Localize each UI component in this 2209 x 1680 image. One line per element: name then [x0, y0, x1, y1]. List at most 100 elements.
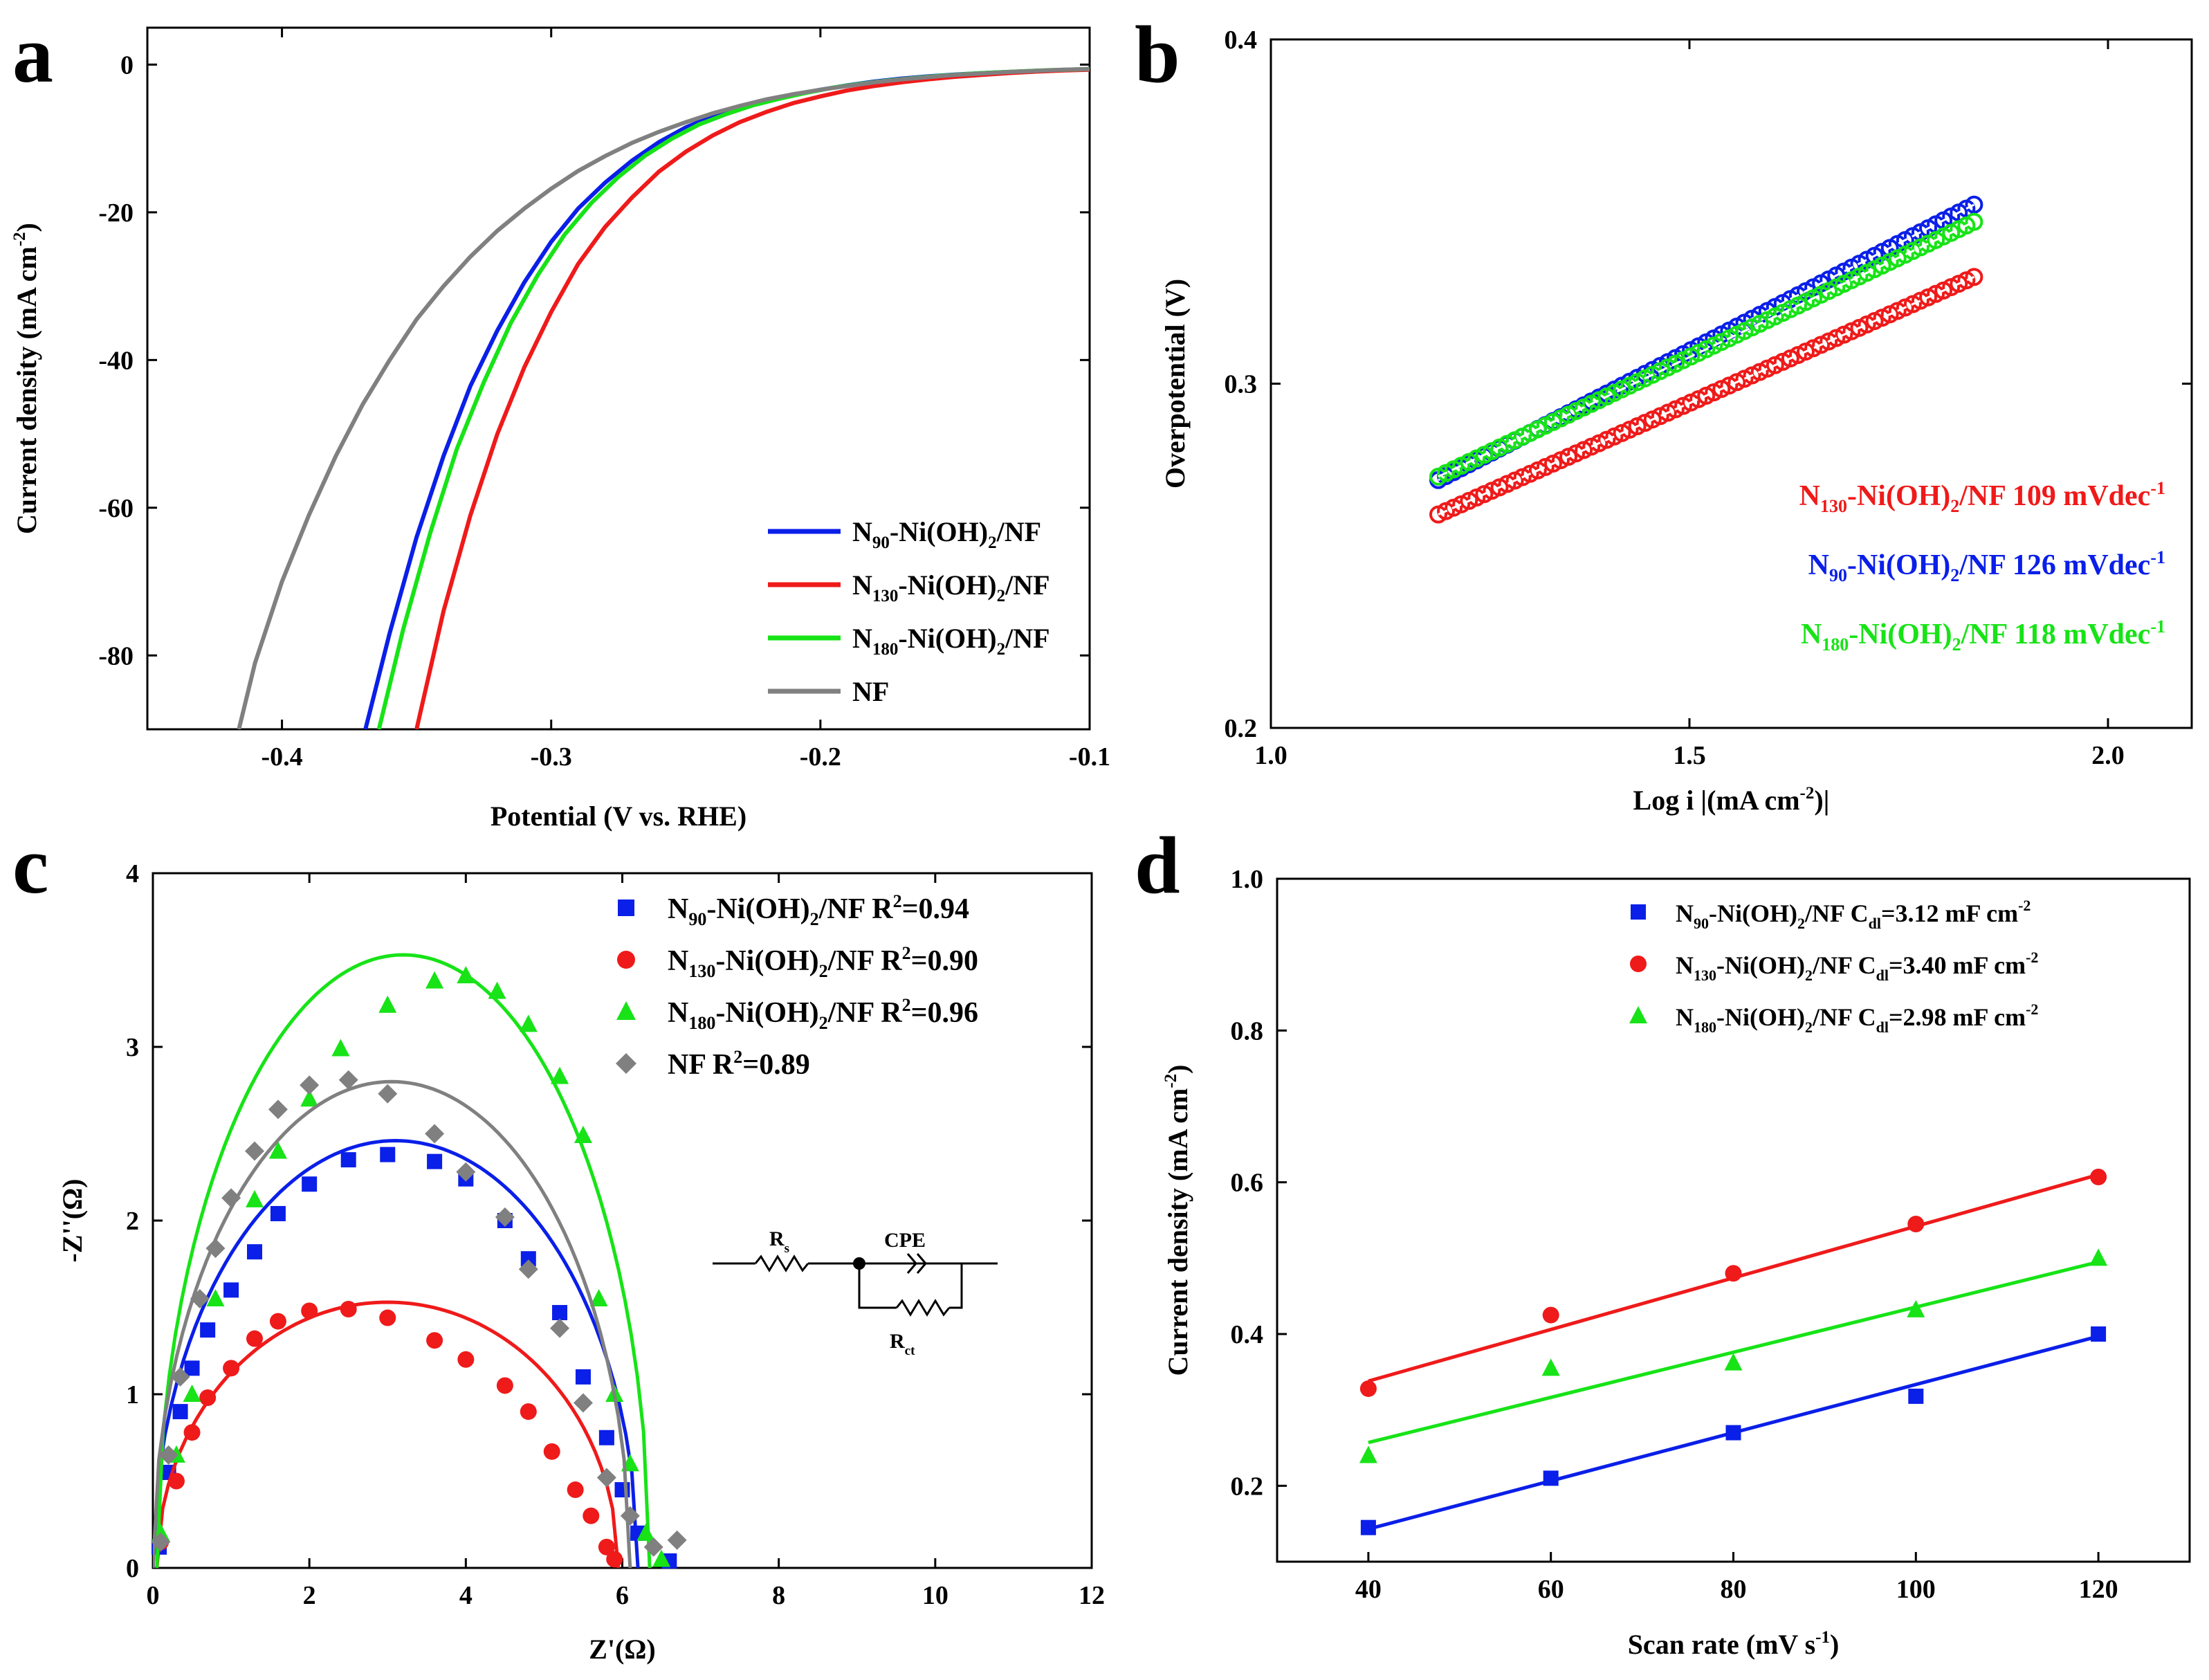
- x-tick-label: 1.5: [1673, 741, 1706, 770]
- y-axis-label: Overpotential (V): [1160, 279, 1191, 489]
- data-point: [550, 1318, 570, 1338]
- text-part: N: [1799, 480, 1820, 512]
- data-point: [1543, 1470, 1559, 1486]
- x-tick-label: 60: [1538, 1575, 1564, 1604]
- text-part: NF: [852, 676, 889, 707]
- text-part: 2: [988, 533, 997, 552]
- text-part: =3.12 mF cm: [1881, 900, 2018, 927]
- text-part: -Ni(OH): [890, 516, 988, 547]
- text-part: 2: [902, 943, 911, 963]
- text-part: -1: [2150, 617, 2165, 637]
- plot-frame: [146, 26, 1091, 731]
- text-part: N: [668, 893, 688, 925]
- text-part: dl: [1876, 967, 1889, 984]
- panel-a-chart: -0.4 -0.3 -0.2 -0.10-20-40-60-80N90-Ni(OH)2…: [10, 26, 1110, 832]
- legend-marker: [1631, 904, 1646, 920]
- text-part: /NF C: [1812, 1003, 1876, 1031]
- circuit-wire: [949, 1263, 963, 1309]
- legend-marker: [1630, 956, 1647, 972]
- text-part: )|: [1814, 785, 1829, 816]
- text-part: Log i |(mA cm: [1633, 785, 1800, 816]
- data-point: [183, 1385, 201, 1402]
- text-part: Scan rate (mV s: [1628, 1629, 1815, 1660]
- text-part: -Ni(OH): [898, 569, 996, 601]
- data-point: [184, 1360, 200, 1376]
- y-tick-label: 0: [126, 1554, 139, 1583]
- data-point: [170, 1367, 190, 1387]
- fit-line: [1438, 275, 1975, 515]
- text-part: -Ni(OH): [1847, 549, 1950, 581]
- text-part: -Ni(OH): [1849, 619, 1952, 650]
- data-point: [518, 1259, 538, 1279]
- data-point: [636, 1523, 655, 1541]
- panel-letter-b: b: [1135, 9, 1180, 100]
- plot-frame: [152, 872, 1093, 1569]
- data-point: [1360, 1519, 1376, 1535]
- legend-marker: [1629, 1006, 1647, 1023]
- text-part: dl: [1869, 915, 1881, 932]
- data-point: [246, 1330, 264, 1347]
- text-part: /NF 126 mVdec: [1959, 549, 2150, 581]
- y-tick-label: 1: [126, 1380, 139, 1409]
- x-axis-label: Z'(Ω): [589, 1634, 655, 1665]
- panel-d-chart: 40 60 80 100 1200.20.40.60.81.0N90-Ni(OH)2/N…: [1162, 865, 2191, 1660]
- data-point: [340, 1152, 356, 1168]
- fit-curve: [155, 1300, 621, 1568]
- text-part: ): [1162, 1064, 1193, 1073]
- panel-letter-c: c: [12, 820, 48, 911]
- text-part: /NF C: [1812, 951, 1876, 979]
- data-point: [1724, 1353, 1743, 1371]
- data-point: [596, 1468, 616, 1488]
- x-tick-label: 4: [459, 1581, 473, 1610]
- data-point: [567, 1481, 584, 1499]
- text-part: -Ni(OH): [1716, 1003, 1805, 1031]
- text-part: -2: [2026, 949, 2038, 966]
- text-part: -2: [2026, 1001, 2038, 1018]
- plot-frame: [1276, 877, 2191, 1563]
- data-point: [457, 1351, 475, 1368]
- y-tick-label: 0.2: [1231, 1472, 1264, 1501]
- data-point: [221, 1188, 241, 1208]
- text-part: Current density (mA cm: [1162, 1088, 1193, 1376]
- data-point: [425, 1124, 445, 1144]
- text-part: 2: [997, 587, 1006, 605]
- text-part: ct: [905, 1344, 915, 1358]
- tafel-slope-label: N180-Ni(OH)2/NF 118 mVdec-1: [1801, 617, 2165, 655]
- text-part: =0.90: [911, 945, 978, 977]
- x-axis-label: Potential (V vs. RHE): [491, 801, 746, 832]
- text-part: N: [1808, 549, 1829, 581]
- text-part: N: [1676, 1003, 1694, 1031]
- text-part: -2: [1162, 1074, 1180, 1088]
- x-tick-label: 10: [922, 1581, 948, 1610]
- data-point: [1542, 1306, 1559, 1324]
- y-tick-label: 0.6: [1231, 1169, 1264, 1198]
- x-axis-label: Scan rate (mV s-1): [1628, 1628, 1840, 1660]
- resistor-rs: [754, 1254, 809, 1272]
- text-part: 130: [872, 587, 899, 605]
- text-part: 2: [819, 1013, 828, 1033]
- data-point: [378, 1084, 398, 1104]
- data-point: [1965, 195, 1983, 214]
- data-point: [246, 1189, 264, 1207]
- text-part: R: [890, 1330, 905, 1353]
- legend-label: N180-Ni(OH)2/NF Cdl=2.98 mF cm-2: [1676, 1001, 2038, 1036]
- y-tick-label: 0.4: [1231, 1320, 1264, 1349]
- text-part: s: [785, 1241, 789, 1256]
- y-tick-label: 0.2: [1225, 714, 1258, 743]
- data-point: [488, 981, 506, 999]
- y-tick-label: -20: [98, 199, 134, 228]
- y-tick-label: 2: [126, 1207, 139, 1236]
- data-point: [379, 1309, 396, 1326]
- text-part: /NF R: [818, 893, 894, 925]
- text-part: 90: [1694, 915, 1709, 932]
- data-point: [1907, 1299, 1925, 1317]
- text-part: /NF C: [1804, 900, 1869, 927]
- legend-label: N90-Ni(OH)2/NF: [852, 516, 1041, 552]
- y-tick-label: -60: [98, 494, 134, 523]
- data-point: [300, 1089, 319, 1107]
- data-point: [2090, 1168, 2107, 1185]
- data-point: [457, 966, 475, 984]
- data-point: [338, 1070, 358, 1090]
- data-point: [223, 1360, 240, 1377]
